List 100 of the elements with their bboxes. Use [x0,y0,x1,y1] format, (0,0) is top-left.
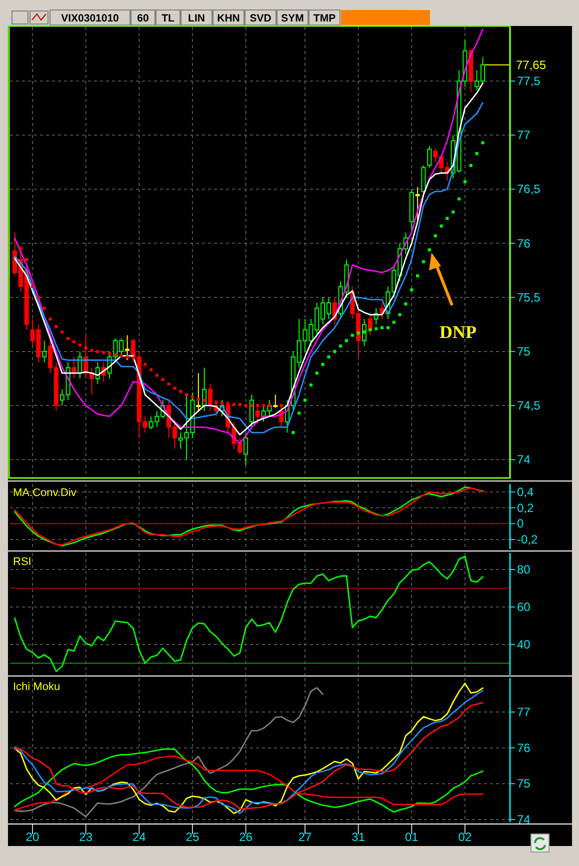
point [120,354,123,358]
point [250,404,254,408]
x-tick-label: 20 [26,830,40,844]
y-tick-label: 77 [517,128,531,142]
y-tick-label: -0,2 [517,532,538,546]
y-tick-label: 80 [517,562,531,576]
point [304,398,307,402]
y-tick-label: 40 [517,637,531,652]
chart-title: RSI [13,556,32,568]
candlestick [244,432,248,466]
point [256,404,260,408]
y-tick-label: 77 [517,705,531,720]
point [475,152,478,156]
point [114,353,117,356]
point [54,325,58,328]
point [380,326,384,330]
ref-line-label: 77,65 [516,58,546,72]
y-tick-label: 74 [517,452,531,467]
point [356,332,360,335]
x-tick-label: 26 [239,830,253,844]
y-tick-label: 75 [517,344,531,358]
candlestick [255,405,260,422]
x-tick-label: 31 [352,830,366,844]
point [226,402,230,405]
point [90,348,94,352]
point [469,164,472,167]
y-tick-label: 0,2 [517,500,534,515]
text: TL [162,12,175,24]
point [398,313,402,316]
point [404,302,408,306]
y-tick-label: 0,4 [517,484,534,499]
text: 60 [137,12,149,24]
text: SVD [250,12,272,24]
point [422,260,426,264]
point [149,368,152,372]
point [96,350,100,353]
point [84,346,88,350]
point [60,330,64,334]
point [78,343,82,346]
point [48,318,52,321]
point [268,404,271,408]
point [108,352,112,356]
point [392,320,396,324]
point [321,362,324,366]
annotation: DNP [440,322,476,342]
point [298,412,301,415]
point [66,336,70,340]
point [280,404,283,408]
point [481,141,484,144]
point [19,247,22,250]
point [292,431,295,434]
point [173,386,176,390]
point [339,344,342,348]
point [244,404,248,408]
point [440,224,443,228]
y-tick-label: 60 [517,600,531,614]
point [102,351,106,354]
y-tick-label: 76,5 [517,182,541,196]
point [428,248,431,252]
point [333,350,336,353]
text: SYM [281,12,304,24]
y-tick-label: 75,5 [517,290,541,304]
chart-title: Ichi Moku [13,681,60,693]
line-series [14,556,484,672]
candlestick [72,356,76,379]
y-tick-label: 74 [517,812,531,826]
point [327,355,330,358]
text: LIN [188,12,205,24]
point [126,355,129,358]
y-tick-label: 76 [517,236,531,250]
point [185,393,188,396]
x-tick-label: 24 [132,830,146,844]
point [452,210,455,214]
y-tick-label: 76 [517,740,531,755]
point [179,390,182,393]
text: TMP [313,12,336,24]
point [374,327,378,330]
y-tick-label: 74,5 [517,398,541,413]
point [196,398,200,401]
point [434,234,437,238]
point [350,334,354,337]
point [416,274,420,278]
point [463,180,466,184]
point [214,400,218,404]
point [446,216,449,220]
point [25,258,28,262]
point [36,296,40,299]
text: VIX0301010 [61,12,120,24]
point [155,374,158,377]
point [220,402,224,405]
text: KHN [217,12,240,24]
y-tick-label: 77,5 [517,74,541,88]
point [72,340,76,344]
candlestick [208,383,213,412]
point [31,285,34,288]
x-tick-label: 01 [404,830,419,844]
point [232,402,236,406]
y-tick-label: 75 [517,776,531,791]
point [368,328,372,332]
x-tick-label: 25 [186,830,200,844]
